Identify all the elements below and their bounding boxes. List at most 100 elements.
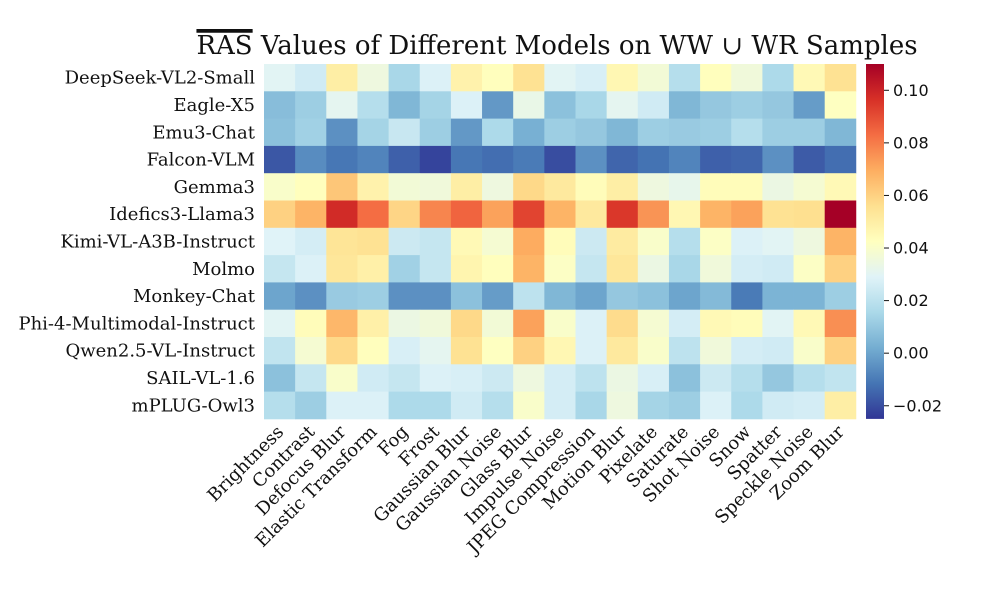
heatmap-cell (295, 173, 327, 201)
row-label: Falcon-VLM (147, 150, 255, 171)
heatmap-cell (482, 391, 514, 420)
heatmap-cell (264, 282, 296, 311)
heatmap-cell (419, 200, 452, 229)
chart-title: RAS Values of Different Models on WW ∪ W… (196, 31, 917, 61)
heatmap-cell (575, 64, 608, 92)
heatmap-cell (450, 282, 483, 311)
heatmap-cell (513, 200, 545, 229)
heatmap-cell (824, 255, 857, 283)
heatmap-cell (419, 227, 452, 256)
heatmap-cell (326, 227, 358, 256)
heatmap-cell (762, 91, 794, 119)
heatmap-cell (700, 145, 732, 174)
heatmap-cell (668, 64, 701, 92)
heatmap-cell (450, 200, 483, 229)
heatmap-cell (606, 64, 639, 92)
heatmap-cell (326, 337, 358, 365)
colorbar-tick-label: 0.02 (893, 291, 929, 310)
colorbar-tick-label: 0.00 (893, 344, 929, 363)
heatmap-cell (762, 145, 794, 174)
heatmap-cell (762, 118, 794, 147)
heatmap-cell (513, 173, 545, 201)
heatmap-cell (700, 227, 732, 256)
heatmap-cell (606, 364, 639, 392)
heatmap-cell (668, 173, 701, 201)
colorbar-tick-label: 0.10 (893, 81, 929, 100)
heatmap-cell (824, 364, 857, 392)
heatmap-cell (637, 200, 670, 229)
heatmap-cell (513, 337, 545, 365)
heatmap-cell (482, 64, 514, 92)
heatmap-cell (731, 91, 763, 119)
heatmap-cell (295, 118, 327, 147)
heatmap-cell (357, 391, 389, 420)
heatmap-cell (637, 282, 670, 311)
heatmap-cell (388, 200, 421, 229)
row-label: SAIL-VL-1.6 (146, 368, 255, 389)
heatmap-cell (793, 282, 826, 311)
heatmap-cell (793, 145, 826, 174)
heatmap-cell (419, 91, 452, 119)
heatmap-cell (824, 200, 857, 229)
heatmap-cell (264, 145, 296, 174)
row-label: Kimi-VL-A3B-Instruct (60, 231, 255, 252)
heatmap-cell (544, 282, 576, 311)
heatmap-cell (357, 145, 389, 174)
heatmap-cell (544, 309, 576, 338)
heatmap-cell (575, 227, 608, 256)
heatmap-cell (295, 145, 327, 174)
heatmap-cell (762, 64, 794, 92)
heatmap-cell (793, 227, 826, 256)
heatmap-cell (544, 145, 576, 174)
heatmap-cell (482, 337, 514, 365)
heatmap-cell (482, 282, 514, 311)
heatmap-cell (295, 282, 327, 311)
heatmap-cell (419, 255, 452, 283)
heatmap-cell (419, 364, 452, 392)
heatmap-cell (606, 227, 639, 256)
heatmap-cell (731, 391, 763, 420)
heatmap-cell (731, 227, 763, 256)
heatmap-cell (326, 255, 358, 283)
heatmap-cell (357, 255, 389, 283)
heatmap-cell (295, 391, 327, 420)
heatmap-cell (575, 145, 608, 174)
heatmap-cell (482, 91, 514, 119)
heatmap-cell (544, 255, 576, 283)
heatmap-cell (637, 337, 670, 365)
heatmap-cell (388, 364, 421, 392)
heatmap-cell (575, 255, 608, 283)
heatmap-cell (326, 145, 358, 174)
heatmap-cell (388, 255, 421, 283)
heatmap-cell (450, 173, 483, 201)
heatmap-cell (575, 91, 608, 119)
heatmap-cell (731, 364, 763, 392)
heatmap-cell (450, 64, 483, 92)
heatmap-cell (731, 64, 763, 92)
colorbar-tick-label: 0.06 (893, 186, 929, 205)
row-labels: DeepSeek-VL2-Small Eagle-X5 Emu3-Chat Falco… (18, 68, 255, 417)
heatmap-cell (388, 64, 421, 92)
heatmap-cell (637, 391, 670, 420)
heatmap-cell (357, 64, 389, 92)
heatmap-cell (762, 337, 794, 365)
row-label: DeepSeek-VL2-Small (65, 68, 256, 89)
heatmap-cell (419, 391, 452, 420)
heatmap-cell (668, 145, 701, 174)
heatmap-cell (388, 118, 421, 147)
heatmap-cell (450, 145, 483, 174)
heatmap-cell (637, 118, 670, 147)
heatmap-cell (513, 145, 545, 174)
heatmap-cell (575, 173, 608, 201)
heatmap-cell (419, 337, 452, 365)
heatmap-cell (482, 364, 514, 392)
heatmap-cell (388, 309, 421, 338)
heatmap-cell (637, 227, 670, 256)
heatmap-cell (419, 173, 452, 201)
heatmap-cell (762, 391, 794, 420)
heatmap-cell (388, 91, 421, 119)
heatmap-cell (793, 64, 826, 92)
colorbar-tick-label: 0.08 (893, 133, 929, 152)
heatmap-cell (326, 309, 358, 338)
